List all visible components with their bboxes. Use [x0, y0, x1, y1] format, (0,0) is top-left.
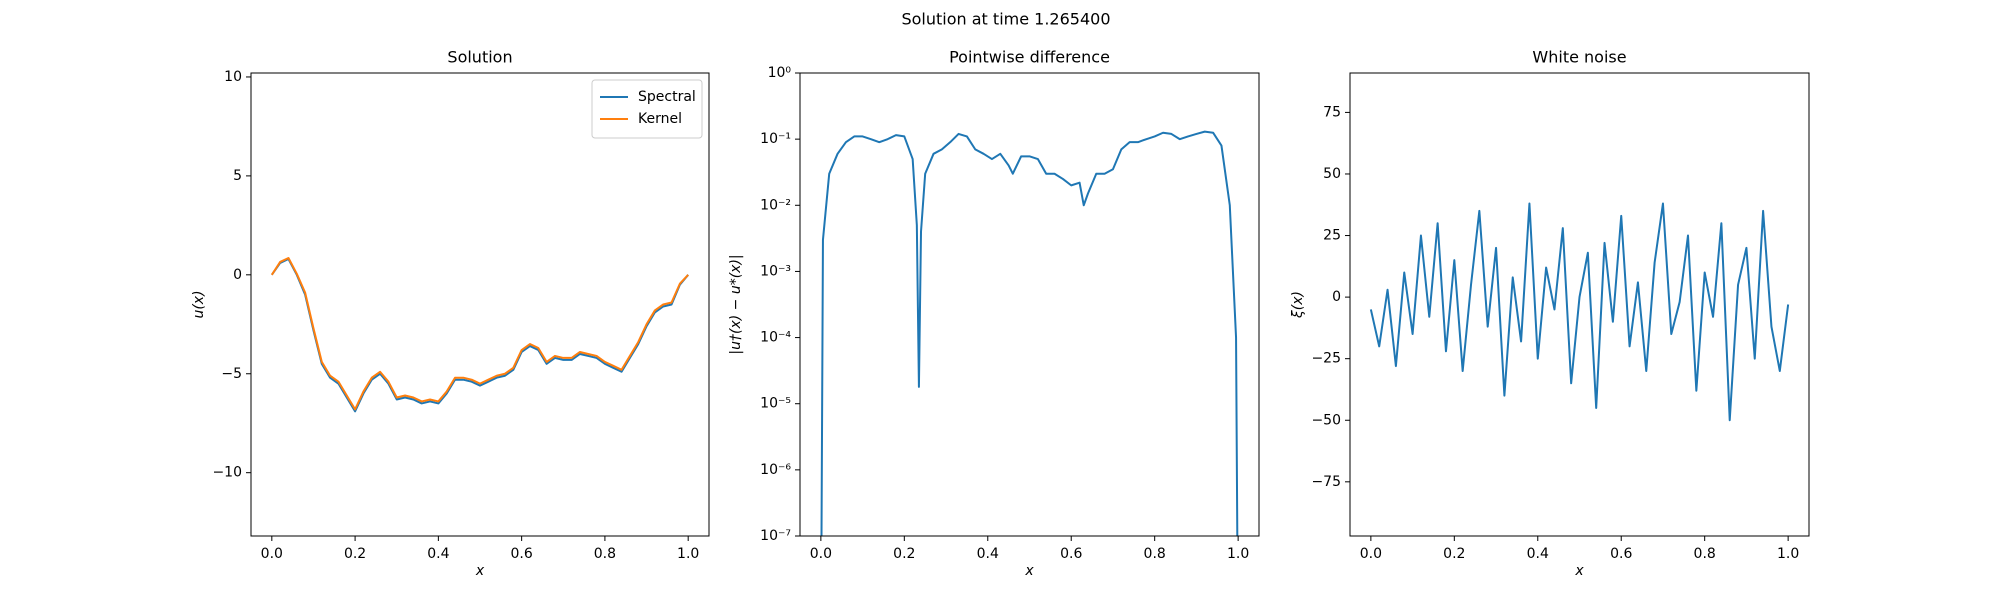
x-axis-label: x	[1574, 563, 1584, 579]
y-tick-label: 5	[233, 168, 242, 184]
x-tick-label: 0.6	[1610, 546, 1632, 562]
y-tick-label: 10⁻⁷	[760, 528, 791, 544]
y-tick-label: −5	[221, 366, 242, 382]
axes-title: Solution	[447, 48, 512, 67]
y-tick-label: 0	[233, 267, 242, 283]
x-tick-label: 0.2	[893, 546, 915, 562]
x-tick-label: 0.4	[427, 546, 449, 562]
x-tick-label: 1.0	[1777, 546, 1799, 562]
x-tick-label: 0.6	[1060, 546, 1082, 562]
x-tick-label: 0.8	[1694, 546, 1716, 562]
y-tick-label: 10⁻¹	[760, 131, 791, 147]
x-tick-label: 1.0	[677, 546, 699, 562]
y-tick-label: 75	[1323, 104, 1341, 120]
y-axis-label: |u†(x) − u*(x)|	[728, 254, 744, 354]
y-tick-label: 10⁻³	[760, 263, 791, 279]
y-tick-label: −25	[1311, 351, 1341, 367]
y-tick-label: −75	[1311, 474, 1341, 490]
y-tick-label: 10	[224, 69, 242, 85]
y-axis-label: ξ(x)	[1290, 291, 1306, 319]
x-axis-label: x	[1024, 563, 1034, 579]
y-tick-label: 10⁰	[768, 65, 792, 81]
legend-label: Kernel	[638, 111, 682, 127]
x-tick-label: 0.8	[594, 546, 616, 562]
y-tick-label: 10⁻²	[760, 197, 791, 213]
series-line	[270, 257, 689, 411]
y-tick-label: 10⁻⁵	[760, 396, 791, 412]
y-tick-label: 10⁻⁶	[760, 462, 791, 478]
y-tick-label: −50	[1311, 412, 1341, 428]
y-tick-label: 25	[1323, 228, 1341, 244]
x-tick-label: 0.8	[1144, 546, 1166, 562]
axes-frame	[250, 72, 710, 537]
figure-title: Solution at time 1.265400	[901, 10, 1110, 29]
y-tick-label: 50	[1323, 166, 1341, 182]
x-axis-label: x	[475, 563, 485, 579]
legend-label: Spectral	[638, 89, 696, 105]
y-tick-label: 0	[1332, 289, 1341, 305]
series-line	[1369, 202, 1790, 422]
x-tick-label: 0.2	[1443, 546, 1465, 562]
x-tick-label: 0.0	[1360, 546, 1382, 562]
axes-title: Pointwise difference	[949, 48, 1110, 67]
x-tick-label: 0.2	[344, 546, 366, 562]
axes-title: White noise	[1532, 48, 1626, 67]
x-tick-label: 0.0	[261, 546, 283, 562]
legend-box	[591, 79, 703, 139]
y-tick-label: 10⁻⁴	[760, 330, 791, 346]
x-tick-label: 0.6	[511, 546, 533, 562]
x-tick-label: 0.4	[977, 546, 999, 562]
series-line	[820, 130, 1239, 536]
y-axis-label: u(x)	[191, 290, 207, 318]
x-tick-label: 0.0	[810, 546, 832, 562]
series-line	[271, 257, 689, 413]
x-tick-label: 0.4	[1527, 546, 1549, 562]
axes-frame	[799, 72, 1260, 537]
y-tick-label: −10	[212, 465, 242, 481]
x-tick-label: 1.0	[1227, 546, 1249, 562]
axes-frame	[1349, 72, 1810, 537]
